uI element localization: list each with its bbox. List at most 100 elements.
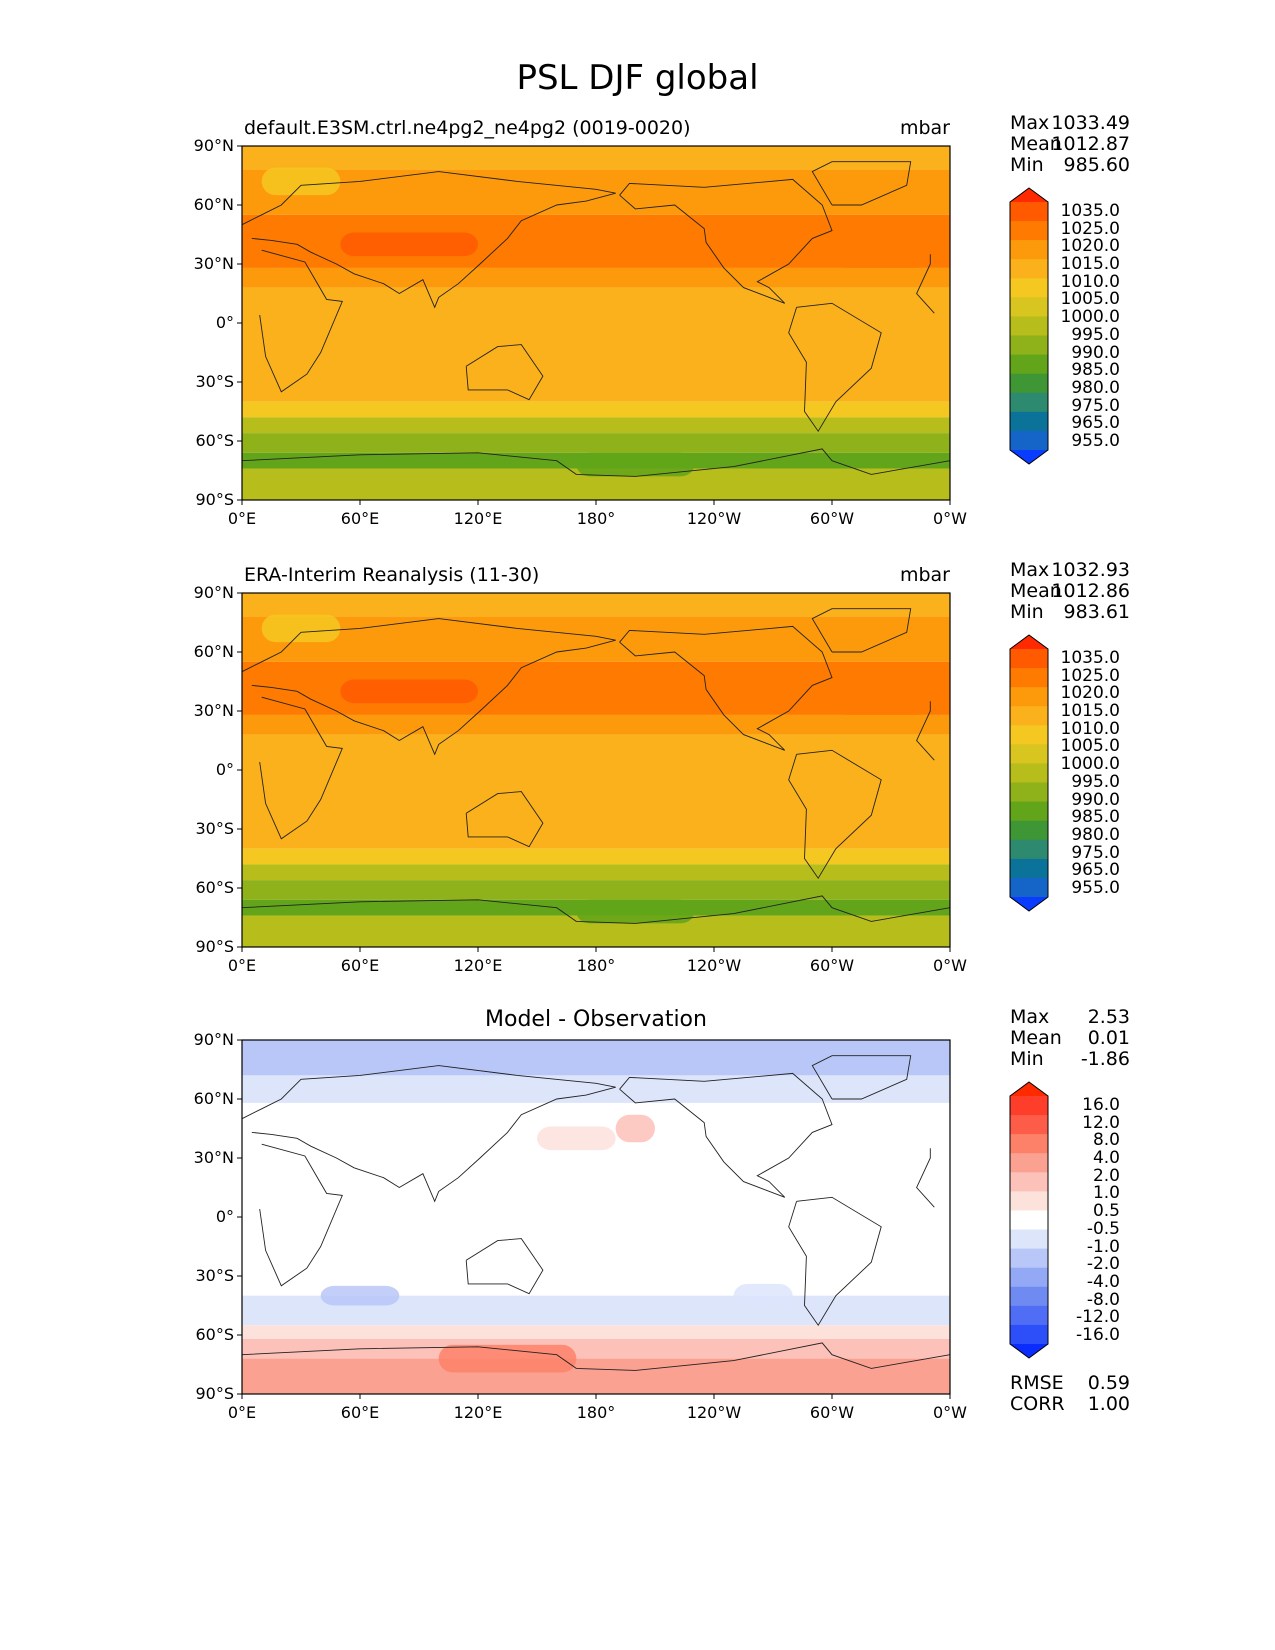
- panel-reference-colorbar-extend-bottom: [1010, 897, 1048, 911]
- panel-reference-stat-min: Min 983.61: [1010, 601, 1130, 623]
- panel-test-stat-mean: Mean 1012.87: [1010, 133, 1130, 155]
- panel-reference-coastlines: [242, 608, 951, 924]
- panel-reference-stat-max-label: Max: [1010, 559, 1050, 581]
- panel-test-colorbar-label: 1035.0: [1060, 200, 1120, 221]
- panel-test-field-band-2: [242, 214, 950, 268]
- panel-test-xtick-label: 120°W: [686, 509, 742, 528]
- panel-test-colorbar-label: 1005.0: [1060, 289, 1120, 310]
- panel-reference-xtick-label: 180°: [576, 956, 616, 975]
- panel-test-ytick-label: 0°: [215, 313, 234, 332]
- panel-test-colorbar-label: 1015.0: [1060, 254, 1120, 274]
- panel-test-colorbar-extend-top: [1010, 188, 1048, 202]
- panel-difference-field-patch-3: [733, 1283, 793, 1308]
- panel-test-coast-0: [259, 249, 935, 393]
- panel-reference-colorbar-label: 965.0: [1071, 860, 1120, 881]
- panel-reference-ytick-label: 60°S: [195, 878, 234, 897]
- panel-difference-stat-max-value: 2.53: [1087, 1006, 1130, 1028]
- figure-title: PSL DJF global: [516, 58, 759, 98]
- panel-difference-title: Model - Observation: [485, 1007, 707, 1032]
- panel-reference-colorbar-label: 1015.0: [1060, 701, 1120, 721]
- panel-test-units: mbar: [899, 117, 950, 139]
- panel-reference-stat-mean: Mean 1012.86: [1010, 580, 1130, 602]
- panel-reference-field-band-2: [242, 661, 950, 715]
- panel-difference-field-band-7: [242, 1358, 950, 1394]
- panel-difference-coast-5: [811, 1055, 912, 1100]
- panel-test-field-band-0: [242, 146, 950, 170]
- panel-test-field-band-8: [242, 452, 950, 469]
- panel-reference-ytick-label: 30°S: [195, 819, 234, 838]
- panel-reference-stat-max-value: 1032.93: [1051, 559, 1130, 581]
- panel-reference-ytick-label: 30°N: [193, 701, 234, 720]
- panel-difference-metric-corr-value: 1.00: [1087, 1393, 1130, 1415]
- panel-reference-colorbar-label: 980.0: [1071, 825, 1120, 845]
- panel-difference-colorbar-extend-bottom: [1010, 1344, 1048, 1358]
- panel-difference-colorbar-label: 8.0: [1092, 1130, 1120, 1151]
- panel-test-field-patch-4: [576, 452, 695, 477]
- panel-reference-colorbar-label: 1010.0: [1060, 718, 1120, 739]
- panel-reference-field-band-7: [242, 880, 950, 900]
- panel-test-ytick-label: 30°S: [195, 372, 234, 391]
- panel-test-xtick-label: 120°E: [453, 509, 503, 528]
- panel-reference-colorbar-label: 990.0: [1071, 789, 1120, 810]
- panel-difference-field-patch-0: [537, 1126, 616, 1151]
- panel-test-coast-1: [242, 172, 930, 308]
- panel-difference-ytick-label: 60°N: [193, 1089, 234, 1108]
- panel-difference-metric-rmse: RMSE 0.59: [1010, 1372, 1130, 1394]
- panel-difference-stat-min: Min -1.86: [1010, 1048, 1130, 1070]
- panel-reference-stat-max: Max 1032.93: [1010, 559, 1130, 581]
- panel-difference-colorbar-label: -4.0: [1086, 1272, 1120, 1292]
- panel-difference-field-band-1: [242, 1075, 950, 1103]
- panel-difference-colorbar-extend-top: [1010, 1082, 1048, 1096]
- panel-test-stat-max: Max 1033.49: [1010, 112, 1130, 134]
- panel-difference-colorbar-label: -8.0: [1086, 1289, 1120, 1310]
- panel-test-field-band-5: [242, 401, 950, 418]
- panel-difference-colorbar-label: 0.5: [1092, 1201, 1120, 1222]
- panel-test-colorbar-label: 1010.0: [1060, 271, 1120, 292]
- panel-test-field-band-6: [242, 417, 950, 434]
- panel-test-colorbar-label: 1000.0: [1060, 307, 1120, 328]
- panel-difference-metric-rmse-label: RMSE: [1010, 1372, 1064, 1394]
- panel-reference-coast-5: [811, 608, 912, 653]
- panel-reference-field-band-4: [242, 734, 950, 849]
- panel-difference-coastlines: [242, 1055, 951, 1371]
- panel-reference-xtick-label: 0°E: [227, 956, 257, 975]
- panel-reference-coast-2: [465, 791, 544, 848]
- panel-test-xtick-label: 60°E: [340, 509, 380, 528]
- panel-difference-xtick-label: 120°E: [453, 1403, 503, 1422]
- panel-difference-colorbar-label: -2.0: [1086, 1254, 1120, 1275]
- panel-test-field-patch-0: [340, 232, 478, 257]
- panel-difference-colorbar-label: 2.0: [1092, 1165, 1120, 1186]
- panel-test-coast-3: [619, 178, 833, 304]
- panel-test-stat-min-label: Min: [1010, 154, 1044, 176]
- panel-reference-field-patch-0: [340, 679, 478, 704]
- panel-test-colorbar-label: 1020.0: [1060, 236, 1120, 257]
- panel-difference-ytick-label: 0°: [215, 1207, 234, 1226]
- panel-difference-stat-min-label: Min: [1010, 1048, 1044, 1070]
- panel-difference-xtick-label: 0°W: [933, 1403, 967, 1422]
- panel-reference-colorbar-label: 1000.0: [1060, 754, 1120, 775]
- panel-reference-colorbar-extend-top: [1010, 635, 1048, 649]
- panel-test-coastlines: [241, 161, 951, 477]
- panel-difference-colorbar-label: -1.0: [1086, 1236, 1120, 1257]
- panel-reference-colorbar-label: 1035.0: [1060, 647, 1120, 668]
- panel-test-colorbar-label: 995.0: [1071, 324, 1120, 345]
- panel-difference-ytick-label: 60°S: [195, 1325, 234, 1344]
- panel-test-coast-5: [811, 161, 912, 206]
- panel-reference-colorbar-label: 955.0: [1071, 878, 1120, 899]
- panel-difference-colorbar-label: 12.0: [1082, 1112, 1120, 1133]
- panel-difference-metric-corr-label: CORR: [1010, 1393, 1065, 1415]
- panel-reference-xtick-label: 60°W: [809, 956, 855, 975]
- panel-test-coast-6: [241, 448, 951, 477]
- panel-test-colorbar-extend-bottom: [1010, 450, 1048, 464]
- panel-difference-metric-corr: CORR 1.00: [1010, 1393, 1130, 1415]
- panel-reference-coast-0: [259, 696, 935, 840]
- panel-test-stat-mean-value: 1012.87: [1051, 133, 1130, 155]
- panel-difference-coast-3: [619, 1072, 833, 1198]
- panel-difference-colorbar-label: 1.0: [1092, 1183, 1120, 1204]
- panel-test-stat-max-label: Max: [1010, 112, 1050, 134]
- panel-reference-frame: [241, 592, 951, 948]
- panel-test-field-band-1: [242, 169, 950, 215]
- panel-difference-field-band-3: [242, 1128, 950, 1296]
- panel-difference-ytick-label: 30°N: [193, 1148, 234, 1167]
- panel-test-colorbar-label: 975.0: [1071, 395, 1120, 416]
